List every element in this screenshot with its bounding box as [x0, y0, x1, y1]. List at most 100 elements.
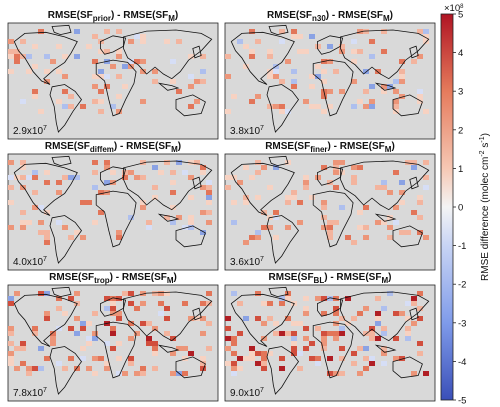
grid-cell — [315, 175, 321, 180]
colorbar-tick-label: 5 — [458, 10, 463, 21]
colorbar-tick-label: 2 — [458, 125, 463, 136]
grid-cell — [267, 49, 273, 54]
grid-cell — [351, 49, 357, 54]
grid-cell — [50, 59, 56, 64]
grid-cell — [387, 84, 393, 89]
grid-cell — [152, 195, 158, 200]
grid-cell — [255, 195, 261, 200]
grid-cell — [8, 175, 14, 180]
grid-cell — [200, 331, 206, 336]
panel-title: RMSE(SFtrop) - RMSE(SFM) — [49, 272, 177, 285]
grid-cell — [333, 371, 339, 376]
grid-cell — [243, 64, 249, 69]
grid-cell — [231, 291, 237, 296]
grid-cell — [225, 54, 231, 59]
grid-cell — [104, 84, 110, 89]
grid-cell — [261, 336, 267, 341]
colorbar-tick-label: 0 — [458, 203, 463, 214]
grid-cell — [225, 185, 231, 190]
grid-cell — [116, 356, 122, 361]
grid-cell — [8, 341, 14, 346]
grid-cell — [315, 326, 321, 331]
grid-cell — [206, 301, 212, 306]
grid-cell — [333, 311, 339, 316]
grid-cell — [98, 74, 104, 79]
grid-cell — [14, 54, 20, 59]
grid-cell — [357, 210, 363, 215]
grid-cell — [399, 190, 405, 195]
grid-cell — [152, 351, 158, 356]
grid-cell — [74, 54, 80, 59]
grid-cell — [26, 175, 32, 180]
grid-cell — [369, 54, 375, 59]
grid-cell — [339, 326, 345, 331]
grid-cell — [122, 291, 128, 296]
colorbar-tick-label: 4 — [458, 48, 463, 59]
grid-cell — [225, 175, 231, 180]
grid-cell — [98, 109, 104, 114]
grid-cell — [86, 44, 92, 49]
grid-cell — [327, 89, 333, 94]
grid-cell — [68, 356, 74, 361]
grid-cell — [273, 215, 279, 220]
panel-value-exponent: 7 — [260, 387, 264, 394]
grid-cell — [315, 296, 321, 301]
grid-cell — [206, 220, 212, 225]
coastline — [95, 190, 137, 248]
coastline — [192, 45, 202, 59]
grid-cell — [393, 336, 399, 341]
grid-cell — [369, 99, 375, 104]
grid-cell — [309, 104, 315, 109]
grid-cell — [8, 69, 14, 74]
grid-cell — [62, 54, 68, 59]
grid-cell — [351, 175, 357, 180]
grid-cell — [206, 190, 212, 195]
grid-cell — [98, 190, 104, 195]
coastline — [175, 356, 206, 379]
grid-cell — [261, 366, 267, 371]
coastline — [409, 176, 419, 190]
grid-cell — [225, 74, 231, 79]
grid-cell — [225, 336, 231, 341]
grid-cell — [417, 341, 423, 346]
grid-cell — [363, 104, 369, 109]
grid-cell — [321, 346, 327, 351]
colorbar-tick-label: -1 — [458, 241, 466, 252]
grid-cell — [176, 39, 182, 44]
grid-cell — [363, 29, 369, 34]
grid-cell — [86, 366, 92, 371]
grid-cell — [309, 34, 315, 39]
grid-cell — [417, 94, 423, 99]
panel-value-mantissa: 2.9x10 — [13, 126, 43, 137]
grid-cell — [255, 160, 261, 165]
colorbar-scale-exp: 8 — [460, 4, 464, 10]
grid-cell — [375, 336, 381, 341]
grid-cell — [188, 220, 194, 225]
grid-cell — [44, 240, 50, 245]
grid-cell — [339, 356, 345, 361]
grid-cell — [200, 54, 206, 59]
grid-cell — [399, 230, 405, 235]
coastline — [312, 321, 354, 379]
grid-cell — [261, 301, 267, 306]
grid-cell — [267, 104, 273, 109]
grid-cell — [255, 94, 261, 99]
grid-cell — [393, 104, 399, 109]
grid-cell — [164, 291, 170, 296]
grid-cell — [249, 54, 255, 59]
panel-title-part: M — [168, 14, 175, 23]
grid-cell — [321, 165, 327, 170]
grid-cell — [321, 200, 327, 205]
grid-cell — [225, 361, 231, 366]
grid-cell — [231, 336, 237, 341]
grid-cell — [14, 366, 20, 371]
grid-cell — [333, 220, 339, 225]
grid-cell — [146, 336, 152, 341]
grid-cell — [297, 200, 303, 205]
grid-cell — [128, 356, 134, 361]
panel-value: 4.0x107 — [13, 256, 47, 268]
grid-cell — [206, 180, 212, 185]
grid-cell — [128, 291, 134, 296]
grid-cell — [8, 296, 14, 301]
coastline — [230, 31, 295, 85]
